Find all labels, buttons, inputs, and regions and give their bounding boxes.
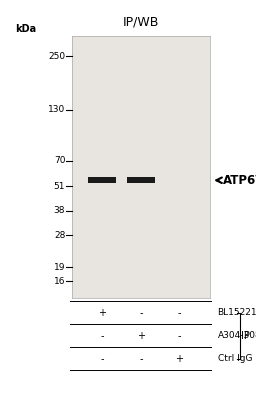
Text: 70: 70 — [54, 156, 65, 165]
Text: +: + — [176, 354, 184, 364]
Text: -: - — [178, 331, 181, 341]
Text: 16: 16 — [54, 277, 65, 286]
Text: 51: 51 — [54, 182, 65, 191]
Text: -: - — [100, 331, 104, 341]
Text: IP/WB: IP/WB — [123, 15, 159, 28]
Text: +: + — [137, 331, 145, 341]
Text: BL15221: BL15221 — [218, 308, 256, 318]
Text: 38: 38 — [54, 206, 65, 215]
Text: 250: 250 — [48, 52, 65, 61]
Text: 130: 130 — [48, 106, 65, 114]
Text: -: - — [139, 308, 143, 318]
Bar — [127, 177, 155, 183]
Text: -: - — [178, 308, 181, 318]
Bar — [88, 177, 116, 183]
Text: 28: 28 — [54, 231, 65, 240]
Text: A304-308A: A304-308A — [218, 331, 256, 341]
Text: IP: IP — [241, 331, 250, 341]
Text: Ctrl IgG: Ctrl IgG — [218, 354, 252, 364]
Text: ATP6V1H: ATP6V1H — [223, 174, 256, 187]
Text: 19: 19 — [54, 263, 65, 272]
Text: -: - — [100, 354, 104, 364]
Text: -: - — [139, 354, 143, 364]
Text: +: + — [98, 308, 106, 318]
Text: kDa: kDa — [15, 24, 37, 34]
